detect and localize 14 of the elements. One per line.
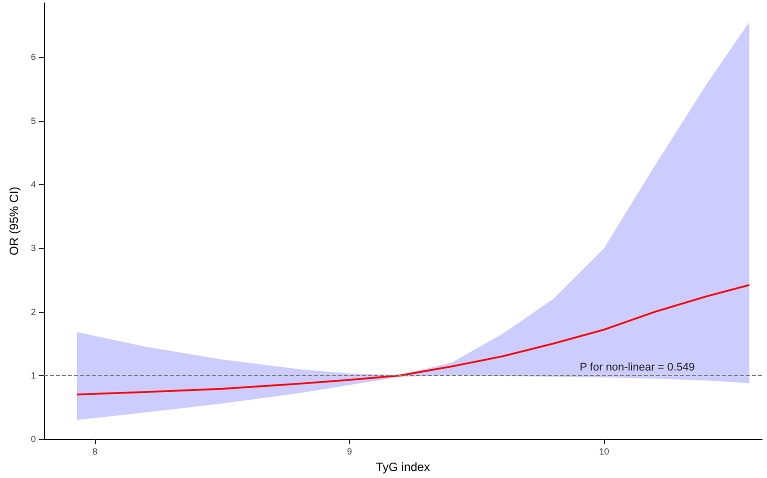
y-tick-label: 2 [30,306,36,317]
y-tick-label: 4 [30,179,36,190]
x-tick-label: 10 [599,446,610,457]
y-axis-title: OR (95% CI) [7,186,21,256]
y-tick-label: 6 [30,52,36,62]
y-tick-label: 0 [30,434,36,444]
line-series [76,284,750,396]
x-tick-label: 8 [92,446,98,457]
y-tick-label: 3 [30,243,36,254]
x-tick-label: 9 [346,446,352,457]
y-tick-label: 1 [30,370,36,380]
annotation: P for non-linear = 0.549 [580,362,695,374]
y-tick-label: 5 [30,116,36,126]
x-axis-title: TyG index [376,460,430,474]
